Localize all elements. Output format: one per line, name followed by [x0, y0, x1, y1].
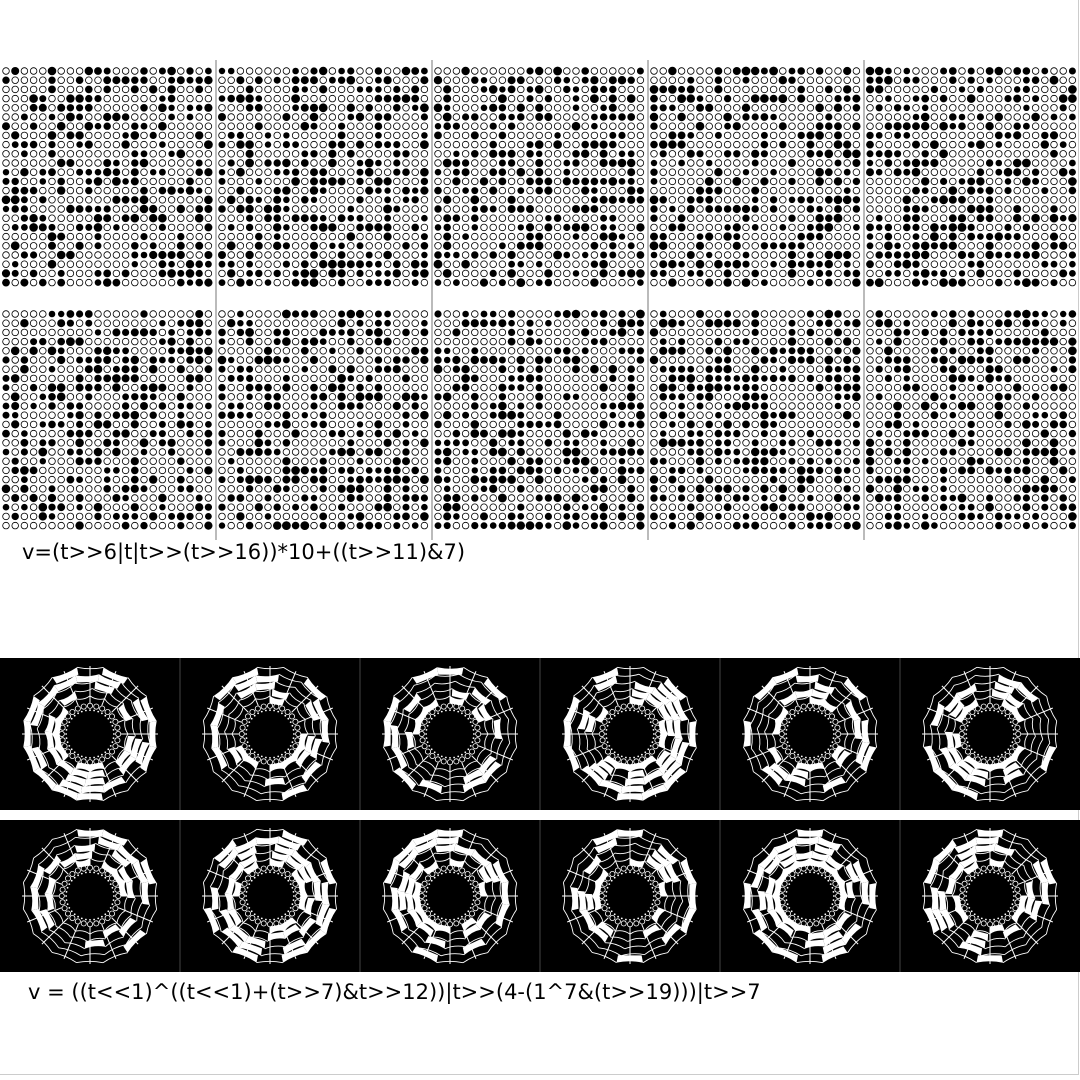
formula-top: v=(t>>6|t|t>>(t>>16))*10+((t>>11)&7)	[22, 540, 466, 564]
dot-pattern-grid	[0, 60, 1080, 540]
web-strip-2	[0, 820, 1080, 972]
web-strip-canvas	[22, 820, 1058, 972]
dot-pattern-canvas	[1, 60, 1077, 540]
web-strip-1	[0, 658, 1080, 810]
web-strip-canvas	[22, 658, 1058, 810]
formula-bottom: v = ((t<<1)^((t<<1)+(t>>7)&t>>12))|t>>(4…	[28, 980, 761, 1004]
